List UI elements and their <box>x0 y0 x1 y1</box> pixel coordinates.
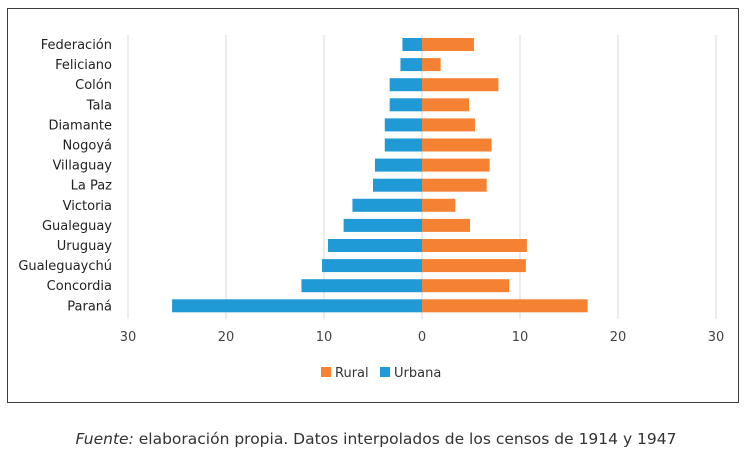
x-tick-label: 0 <box>418 330 426 345</box>
bar-rural <box>422 38 474 51</box>
figure-caption: Fuente: elaboración propia. Datos interp… <box>0 430 752 448</box>
category-label: Federación <box>41 38 112 53</box>
legend-label-urbana: Urbana <box>394 366 441 381</box>
bar-urbana <box>389 78 422 92</box>
bar-rural <box>422 78 499 92</box>
bar-urbana <box>402 38 422 51</box>
bar-urbana <box>301 279 422 293</box>
x-tick-label: 20 <box>610 330 627 345</box>
bar-urbana <box>400 58 422 72</box>
bar-urbana <box>322 259 422 273</box>
legend-label-rural: Rural <box>335 366 369 381</box>
category-label: Gualeguaychú <box>18 259 112 274</box>
category-label: Victoria <box>63 199 112 214</box>
bar-rural <box>422 178 487 192</box>
bar-rural <box>422 198 456 212</box>
category-label: Villaguay <box>52 159 112 174</box>
bar-urbana <box>343 218 422 232</box>
bar-rural <box>422 158 490 172</box>
legend-swatch-urbana <box>380 367 390 377</box>
bar-rural <box>422 118 475 132</box>
bar-rural <box>422 218 471 232</box>
category-label: Gualeguay <box>42 219 112 234</box>
bar-rural <box>422 98 470 112</box>
bar-urbana <box>327 239 422 252</box>
caption-source-label: Fuente: <box>75 430 134 448</box>
bar-rural <box>422 138 492 152</box>
category-label: Uruguay <box>57 239 113 254</box>
category-label: Nogoyá <box>62 139 112 154</box>
bar-urbana <box>389 98 422 112</box>
x-tick-label: 30 <box>120 330 137 345</box>
bar-urbana <box>384 118 422 132</box>
category-label: Diamante <box>48 118 112 133</box>
bar-rural <box>422 58 441 72</box>
bar-urbana <box>172 299 422 313</box>
category-label: Colón <box>75 78 112 93</box>
caption-text: elaboración propia. Datos interpolados d… <box>133 430 677 448</box>
bar-rural <box>422 259 526 273</box>
legend-swatch-rural <box>321 367 331 377</box>
x-tick-label: 10 <box>512 330 529 345</box>
bar-urbana <box>373 178 422 192</box>
category-label: Paraná <box>67 299 112 314</box>
bar-rural <box>422 239 527 252</box>
bar-urbana <box>374 158 422 172</box>
category-label: Concordia <box>47 279 112 294</box>
category-label: La Paz <box>71 179 113 194</box>
x-tick-label: 20 <box>218 330 235 345</box>
category-label: Tala <box>86 98 112 113</box>
population-pyramid-chart: Federación Feliciano Colón Tala Diamante Nogo… <box>18 35 725 381</box>
bar-rural <box>422 279 510 293</box>
chart-frame: Federación Feliciano Colón Tala Diamante Nogo… <box>7 8 739 403</box>
category-label: Feliciano <box>55 58 112 73</box>
bar-urbana <box>384 138 422 152</box>
x-tick-label: 30 <box>708 330 725 345</box>
bar-rural <box>422 299 588 313</box>
x-tick-label: 10 <box>316 330 333 345</box>
bar-urbana <box>352 198 422 212</box>
